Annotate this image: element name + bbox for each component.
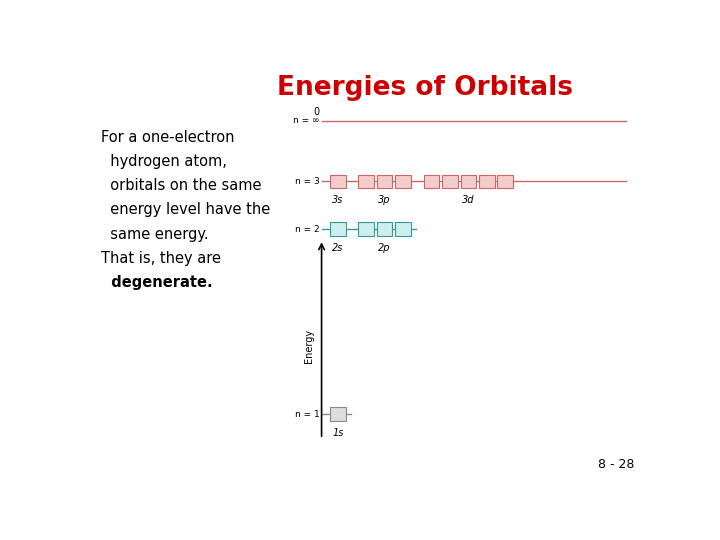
- Text: hydrogen atom,: hydrogen atom,: [101, 154, 227, 169]
- Bar: [377, 222, 392, 235]
- Bar: [395, 222, 411, 235]
- Text: energy level have the: energy level have the: [101, 202, 271, 218]
- Text: 3s: 3s: [332, 195, 343, 205]
- Bar: [359, 174, 374, 188]
- Bar: [442, 174, 458, 188]
- Text: 8 - 28: 8 - 28: [598, 458, 634, 471]
- Bar: [359, 222, 374, 235]
- Text: 2s: 2s: [332, 243, 343, 253]
- Bar: [423, 174, 439, 188]
- Text: n = 1: n = 1: [295, 409, 320, 418]
- Text: n = 3: n = 3: [295, 177, 320, 186]
- Bar: [461, 174, 476, 188]
- Bar: [395, 174, 411, 188]
- Bar: [498, 174, 513, 188]
- Text: That is, they are: That is, they are: [101, 251, 221, 266]
- Text: 3p: 3p: [379, 195, 391, 205]
- Bar: [479, 174, 495, 188]
- Text: 1s: 1s: [332, 428, 343, 438]
- Text: Energy: Energy: [305, 328, 315, 362]
- Text: n = 2: n = 2: [295, 225, 320, 233]
- Text: 0: 0: [314, 107, 320, 117]
- Bar: [377, 174, 392, 188]
- Bar: [330, 174, 346, 188]
- Text: 3d: 3d: [462, 195, 474, 205]
- Bar: [330, 407, 346, 421]
- Text: 2p: 2p: [379, 243, 391, 253]
- Text: For a one-electron: For a one-electron: [101, 130, 235, 145]
- Text: degenerate.: degenerate.: [101, 275, 213, 290]
- Text: n = ∞: n = ∞: [293, 117, 320, 125]
- Text: orbitals on the same: orbitals on the same: [101, 178, 261, 193]
- Text: Energies of Orbitals: Energies of Orbitals: [276, 75, 573, 100]
- Text: same energy.: same energy.: [101, 227, 209, 241]
- Bar: [330, 222, 346, 235]
